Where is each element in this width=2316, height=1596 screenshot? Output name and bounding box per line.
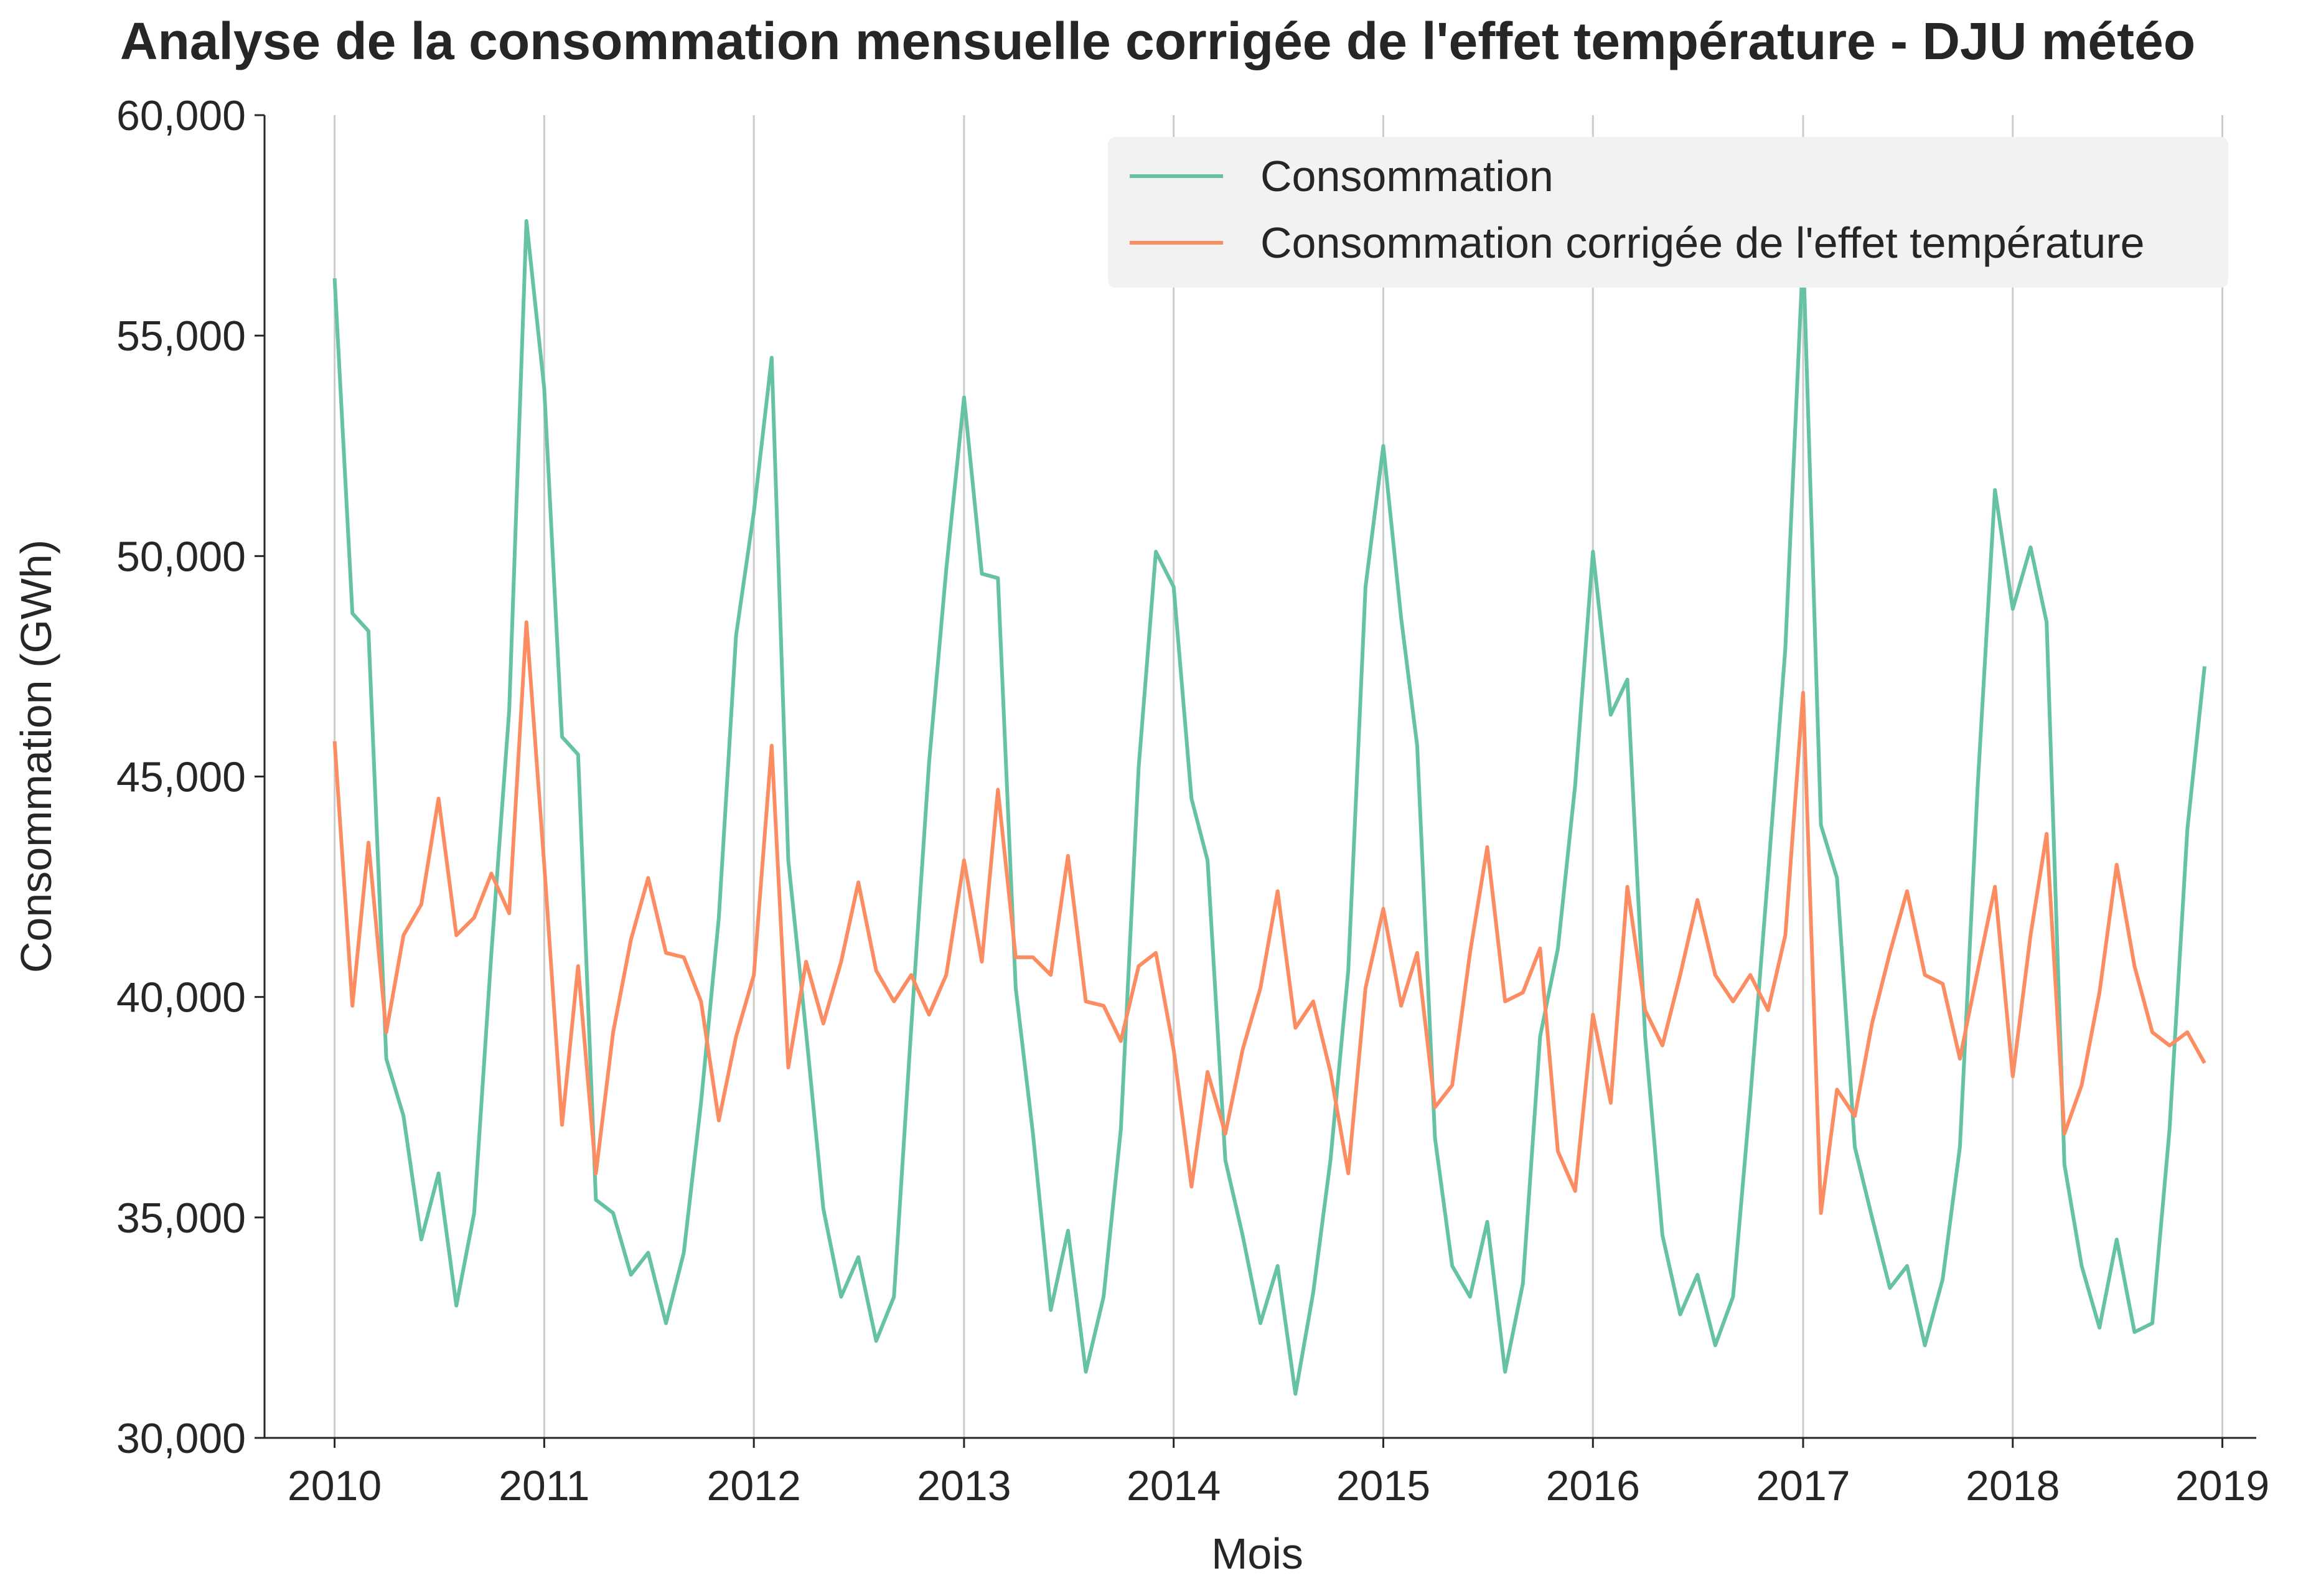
y-tick-label: 55,000 — [116, 312, 246, 360]
x-tick-label: 2015 — [1336, 1462, 1430, 1509]
x-tick-label: 2019 — [2175, 1462, 2269, 1509]
x-tick-label: 2012 — [707, 1462, 801, 1509]
legend: Consommation Consommation corrigée de l'… — [1108, 137, 2228, 288]
y-tick-label: 40,000 — [116, 974, 246, 1021]
legend-label-corrigee: Consommation corrigée de l'effet tempéra… — [1260, 218, 2145, 267]
x-tick-label: 2018 — [1966, 1462, 2060, 1509]
series-line-corrigee — [332, 620, 2206, 1215]
y-tick-label: 45,000 — [116, 754, 246, 801]
y-axis-label: Consommation (GWh) — [12, 540, 60, 973]
grid-lines — [334, 115, 2224, 1438]
x-tick-label: 2014 — [1127, 1462, 1221, 1509]
x-axis-label: Mois — [1211, 1529, 1303, 1578]
series-line-consommation — [332, 219, 2206, 1396]
axes — [263, 115, 2256, 1439]
x-tick-label: 2011 — [499, 1462, 589, 1509]
legend-label-consommation: Consommation — [1260, 152, 1554, 200]
y-tick-label: 50,000 — [116, 533, 246, 580]
y-tick-label: 30,000 — [116, 1415, 246, 1462]
x-tick-label: 2016 — [1546, 1462, 1640, 1509]
legend-box — [1108, 137, 2228, 288]
x-ticks: 2010 2011 2012 2013 2014 2015 2016 2017 2018 2019 — [288, 1438, 2269, 1509]
x-tick-label: 2017 — [1756, 1462, 1850, 1509]
y-tick-label: 35,000 — [116, 1195, 246, 1242]
x-tick-label: 2013 — [917, 1462, 1011, 1509]
y-tick-label: 60,000 — [116, 92, 246, 139]
y-ticks: 30,000 35,000 40,000 45,000 50,000 55,000 60,0… — [116, 92, 265, 1462]
x-tick-label: 2010 — [288, 1462, 382, 1509]
chart-title: Analyse de la consommation mensuelle cor… — [120, 12, 2195, 70]
series-lines — [332, 219, 2206, 1396]
